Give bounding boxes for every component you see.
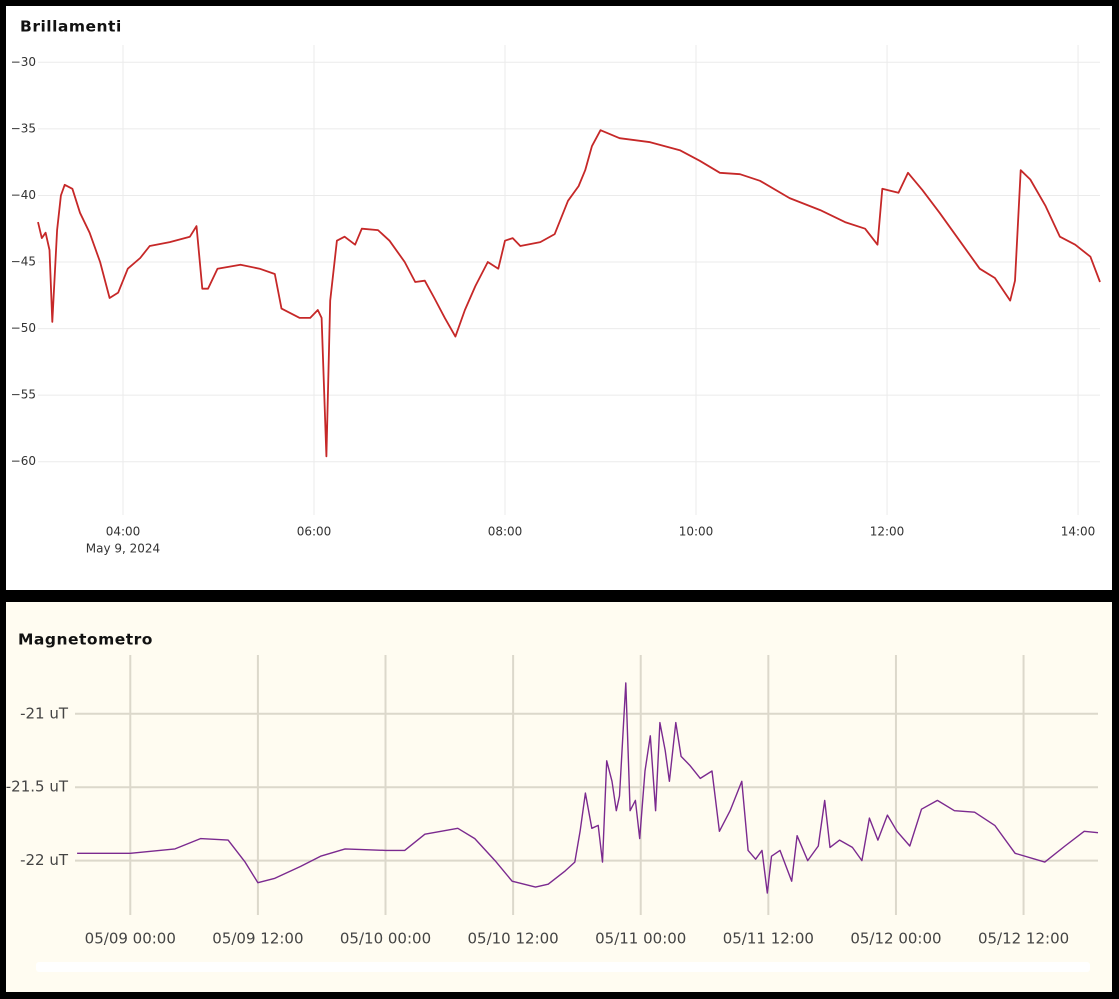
chart-magnetometer: Magnetometro -21 uT -21.5 uT -22 uT 05/09 00… [6,631,1099,948]
x-tick-label: 05/11 12:00 [723,930,814,948]
y-tick-label: −30 [11,55,36,69]
x-tick-label: 10:00 [679,525,714,539]
data-line [77,682,1099,894]
scrollbar [36,962,1090,972]
x-tick-label: 05/11 00:00 [595,930,686,948]
x-tick-label: 04:00 [106,525,141,539]
x-tick-label: 05/12 12:00 [978,930,1069,948]
y-tick-label: −40 [11,188,36,202]
y-tick-label: −45 [11,255,36,269]
x-tick-label: 08:00 [488,525,523,539]
chart-title: Magnetometro [18,631,153,649]
chart-title: Brillamenti [20,18,122,36]
x-tick-label: 05/10 12:00 [468,930,559,948]
panel-flares [6,6,1112,590]
x-tick-label: 05/09 00:00 [85,930,176,948]
x-tick-label: 14:00 [1061,525,1096,539]
y-tick-label: -21.5 uT [6,778,69,796]
x-date-label: May 9, 2024 [86,542,160,556]
x-tick-label: 05/09 12:00 [212,930,303,948]
y-tick-label: -22 uT [20,851,69,869]
x-tick-label: 05/10 00:00 [340,930,431,948]
y-tick-label: −55 [11,388,36,402]
y-tick-label: −60 [11,454,36,468]
x-tick-label: 06:00 [297,525,332,539]
x-tick-label: 12:00 [870,525,905,539]
panel-magnetometer [6,602,1112,992]
y-tick-label: −35 [11,121,36,135]
y-tick-label: -21 uT [20,704,69,722]
data-line [37,129,1101,458]
chart-flares: Brillamenti −30 −35 −40 −45 −50 −55 −60 04:00 May… [11,18,1101,556]
y-tick-label: −50 [11,321,36,335]
x-tick-label: 05/12 00:00 [850,930,941,948]
